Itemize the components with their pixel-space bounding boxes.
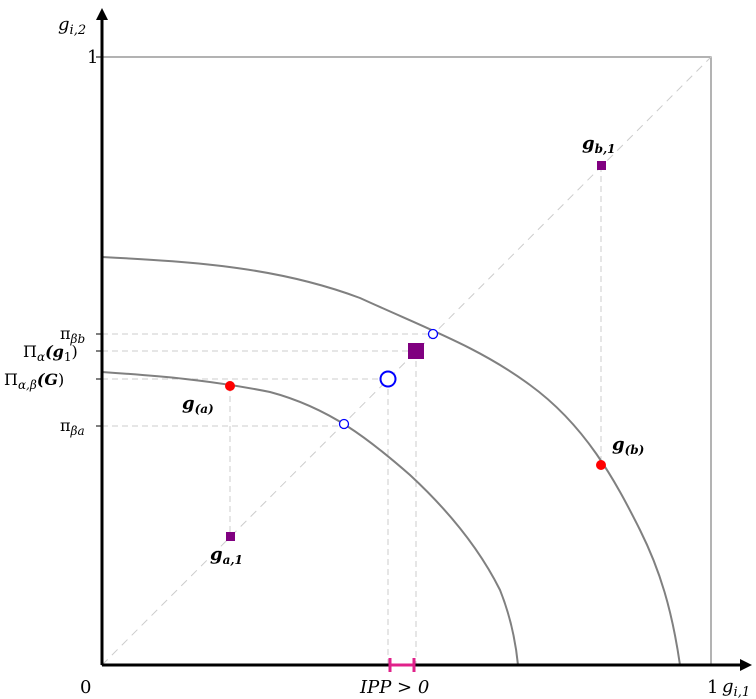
y-one-label: 1 [87,47,98,68]
y-axis-arrowhead [96,8,108,20]
x-axis-arrowhead [740,659,752,671]
outer-frontier-curve [101,256,681,666]
label-g-a1: ga,1 [210,544,243,567]
point-pi-alpha-beta-G [379,370,397,388]
y-axis-label: gi,2 [58,14,86,38]
label-pi-beta-a: πβa [60,416,85,438]
y-ticks [96,56,102,427]
point-g-b [596,460,606,470]
label-pi-alpha-beta-G: Πα,β(G) [4,370,64,392]
label-g-b: g(b) [612,434,644,457]
inner-frontier-curve [101,371,519,666]
point-g-a1 [226,532,235,541]
point-pi-beta-a [338,418,350,430]
label-pi-alpha-g1: Πα(g1) [23,342,78,364]
x-one-label: 1 [707,677,718,698]
guide-lines [102,166,602,665]
point-g-a [225,381,235,391]
point-pi-alpha-g1 [408,343,424,359]
label-pi-beta-b: πβb [60,324,85,346]
label-g-b1: gb,1 [582,133,616,156]
diagonal-line [101,56,712,666]
point-g-b1 [597,161,606,170]
origin-label: 0 [80,677,91,698]
ipp-label: IPP > 0 [359,677,429,698]
x-axis-label: gi,1 [722,676,750,699]
label-g-a: g(a) [182,393,214,416]
ipp-bracket [388,658,416,672]
point-pi-beta-b [427,328,439,340]
